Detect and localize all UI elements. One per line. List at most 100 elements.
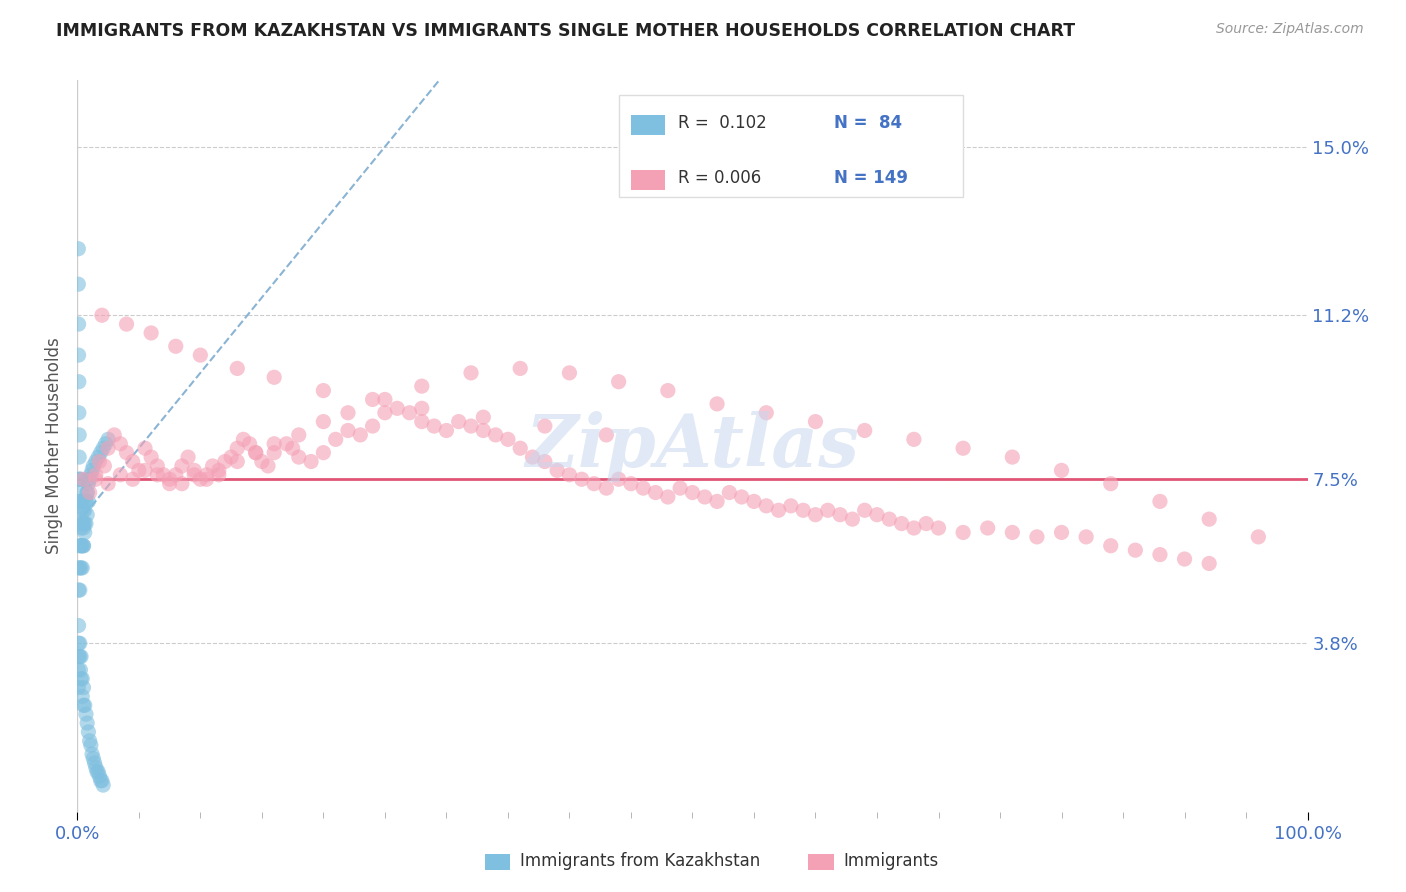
Point [134, 441, 156, 455]
Point [67, 242, 90, 256]
Point [75, 494, 97, 508]
Point [146, 467, 169, 482]
Point [115, 317, 138, 331]
Point [75, 494, 97, 508]
Point [70, 494, 93, 508]
Point [1198, 512, 1220, 526]
Text: Immigrants from Kazakhstan: Immigrants from Kazakhstan [520, 852, 761, 870]
Point [76, 716, 98, 731]
Point [952, 525, 974, 540]
Text: Source: ZipAtlas.com: Source: ZipAtlas.com [1216, 22, 1364, 37]
Point [731, 490, 754, 504]
Point [67, 450, 90, 464]
Point [94, 437, 117, 451]
Point [69, 561, 91, 575]
Point [718, 485, 741, 500]
Point [80, 738, 103, 752]
Point [183, 463, 205, 477]
Point [77, 476, 100, 491]
Point [70, 690, 93, 704]
Point [879, 512, 901, 526]
Point [87, 764, 110, 779]
Point [768, 503, 790, 517]
Point [76, 485, 98, 500]
Point [121, 472, 143, 486]
Point [72, 539, 94, 553]
Point [398, 406, 420, 420]
Point [226, 361, 249, 376]
Point [755, 499, 778, 513]
Point [77, 494, 100, 508]
Point [558, 366, 581, 380]
Point [219, 450, 242, 464]
Point [830, 508, 852, 522]
Point [1001, 525, 1024, 540]
Point [928, 521, 950, 535]
Point [669, 481, 692, 495]
Point [110, 437, 132, 451]
Point [69, 472, 91, 486]
Point [817, 503, 839, 517]
Point [903, 521, 925, 535]
Point [76, 508, 98, 522]
Point [146, 458, 169, 473]
Point [245, 445, 267, 459]
Point [1026, 530, 1049, 544]
Point [141, 450, 163, 464]
Point [1247, 530, 1270, 544]
Point [337, 424, 360, 438]
Bar [631, 169, 665, 190]
Point [77, 725, 100, 739]
Point [103, 428, 125, 442]
Point [73, 525, 96, 540]
Point [853, 503, 876, 517]
Point [75, 516, 97, 531]
Point [141, 326, 163, 340]
Point [73, 503, 96, 517]
Point [67, 428, 90, 442]
Point [70, 516, 93, 531]
Point [472, 424, 495, 438]
Point [69, 516, 91, 531]
Point [73, 516, 96, 531]
Point [75, 707, 97, 722]
Point [250, 454, 273, 468]
Point [496, 433, 519, 447]
Point [374, 392, 396, 407]
Point [195, 467, 218, 482]
Point [952, 441, 974, 455]
Point [69, 663, 91, 677]
Point [67, 618, 90, 632]
Y-axis label: Single Mother Households: Single Mother Households [45, 338, 63, 554]
Point [97, 476, 120, 491]
Text: ZipAtlas: ZipAtlas [526, 410, 859, 482]
Point [607, 375, 630, 389]
Point [325, 433, 347, 447]
Point [183, 467, 205, 482]
Point [460, 366, 482, 380]
Point [72, 503, 94, 517]
Point [201, 458, 224, 473]
Point [69, 472, 91, 486]
Point [121, 454, 143, 468]
Point [90, 308, 114, 322]
Point [82, 458, 104, 473]
Point [72, 521, 94, 535]
Point [90, 445, 112, 459]
Point [84, 472, 107, 486]
Point [195, 472, 218, 486]
Point [1099, 476, 1122, 491]
Point [866, 508, 889, 522]
Point [436, 424, 458, 438]
Point [70, 539, 93, 553]
Point [82, 747, 104, 761]
Point [79, 485, 101, 500]
Point [276, 437, 298, 451]
Point [853, 424, 876, 438]
Point [159, 472, 181, 486]
Point [67, 681, 90, 695]
Point [534, 454, 557, 468]
FancyBboxPatch shape [619, 95, 963, 197]
Point [89, 454, 111, 468]
Point [411, 415, 433, 429]
